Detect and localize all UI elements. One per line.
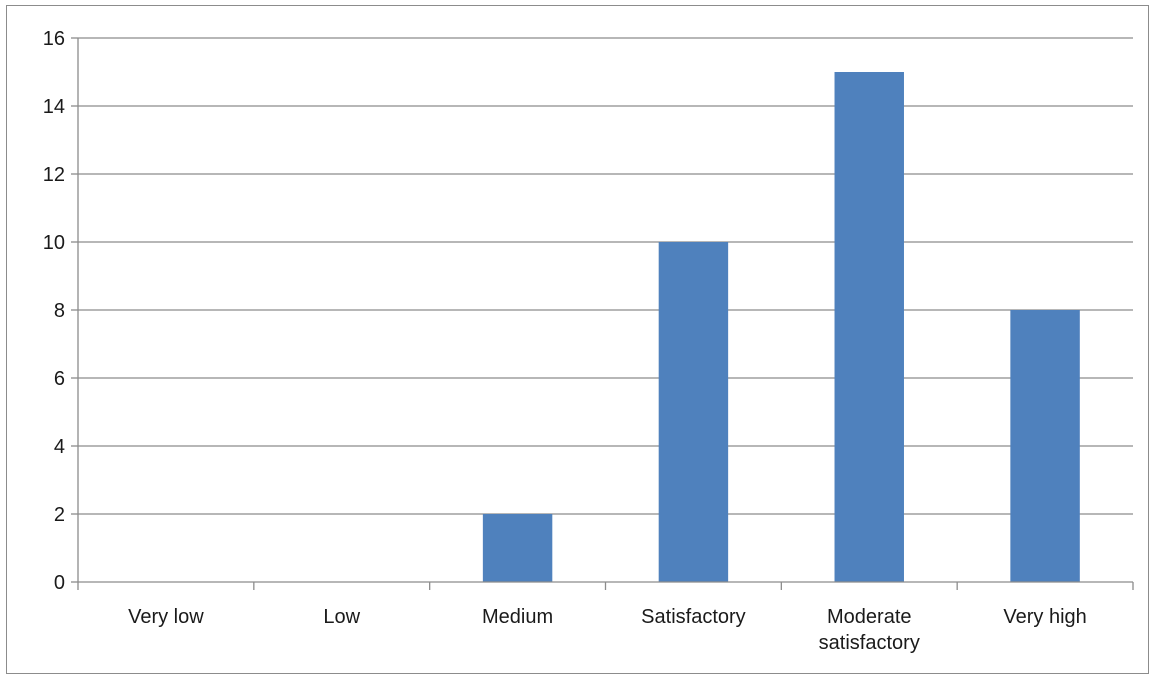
y-tick-label: 10	[43, 232, 65, 254]
x-tick-label: Low	[323, 606, 360, 628]
bar	[482, 514, 553, 582]
gridlines	[78, 37, 1133, 515]
y-tick-label: 0	[54, 572, 65, 594]
x-tick-label: Very high	[1003, 606, 1086, 628]
y-tick-label: 8	[54, 300, 65, 322]
bar	[658, 242, 729, 582]
y-tick-labels: 0 2 4 6 8 10 12 14 16	[43, 28, 65, 594]
x-tick-label: Moderate satisfactory	[819, 606, 920, 654]
y-tick-label: 14	[43, 96, 65, 118]
y-tick-label: 12	[43, 164, 65, 186]
axes	[71, 37, 1134, 590]
chart-frame	[6, 5, 1149, 674]
x-tick-label: Satisfactory	[641, 606, 745, 628]
x-tick-label: Very low	[128, 606, 204, 628]
y-tick-label: 16	[43, 28, 65, 50]
y-tick-label: 2	[54, 504, 65, 526]
x-tick-labels: Very low Low Medium Satisfactory Moderate sat…	[128, 606, 1087, 654]
x-tick-label: Medium	[482, 606, 553, 628]
bar	[1010, 310, 1080, 582]
bar	[834, 72, 904, 582]
y-tick-label: 6	[54, 368, 65, 390]
bars	[482, 72, 1080, 582]
y-tick-label: 4	[54, 436, 65, 458]
